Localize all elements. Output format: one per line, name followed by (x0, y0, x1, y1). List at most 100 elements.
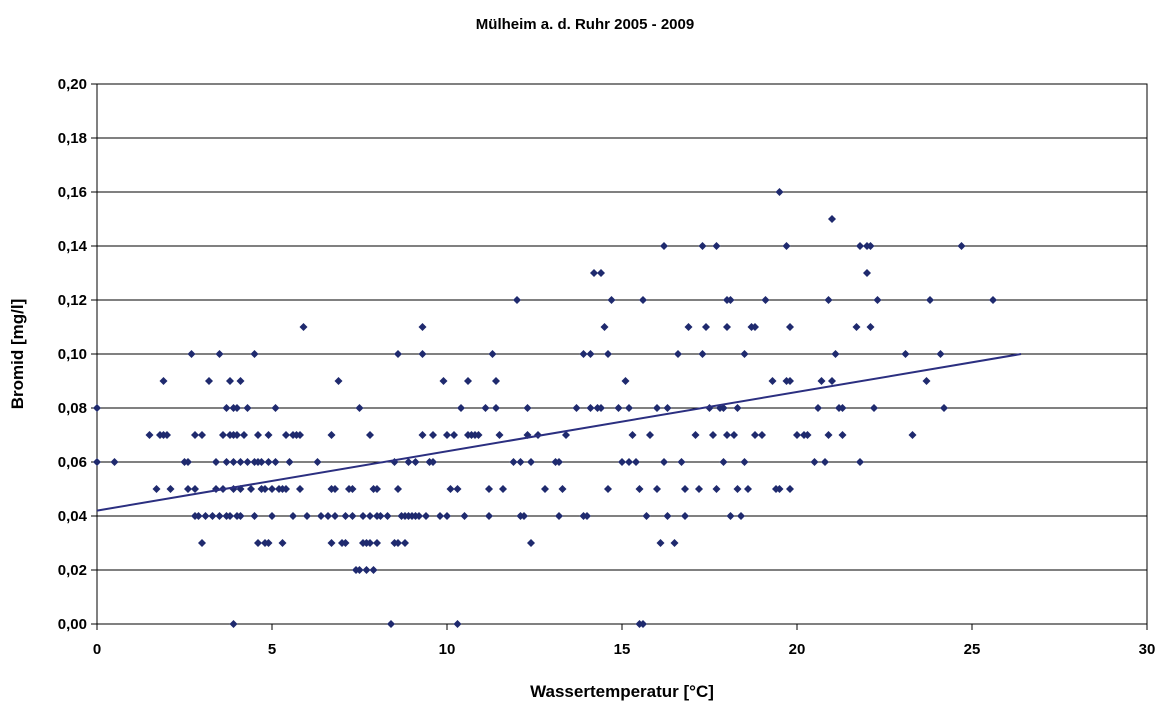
data-point (464, 377, 472, 385)
data-point (712, 242, 721, 250)
data-point (257, 458, 266, 466)
data-point (719, 458, 728, 466)
data-point (824, 431, 833, 439)
data-point (229, 458, 238, 466)
data-point (110, 458, 119, 466)
data-point (264, 539, 273, 547)
data-point (863, 269, 871, 277)
y-tick-label: 0,04 (58, 508, 88, 525)
data-point (208, 512, 217, 520)
x-tick-label: 15 (614, 641, 631, 658)
data-point (621, 377, 630, 385)
data-point (327, 539, 336, 547)
data-point (296, 431, 304, 439)
data-point (852, 323, 861, 331)
data-point (359, 512, 367, 520)
data-point (334, 377, 343, 385)
y-axis-label: Bromid [mg/l] (8, 299, 27, 410)
data-point (254, 539, 262, 547)
data-point (184, 485, 192, 493)
data-point (957, 242, 966, 250)
data-point (324, 512, 332, 520)
data-point (222, 458, 231, 466)
y-tick-label: 0,00 (58, 616, 87, 633)
data-point (786, 485, 794, 493)
data-point (751, 323, 759, 331)
data-point (387, 620, 395, 628)
x-tick-label: 30 (1139, 641, 1156, 658)
data-point (152, 485, 161, 493)
data-point (712, 485, 721, 493)
data-point (656, 539, 665, 547)
data-point (415, 512, 423, 520)
data-point (240, 431, 248, 439)
data-point (184, 458, 192, 466)
data-point (516, 458, 525, 466)
data-point (618, 458, 626, 466)
x-tick-label: 20 (789, 641, 806, 658)
y-tick-label: 0,12 (58, 292, 87, 309)
data-point (366, 431, 374, 439)
data-point (583, 512, 591, 520)
data-point (285, 458, 294, 466)
data-point (660, 242, 668, 250)
data-point (723, 323, 731, 331)
data-point (229, 620, 238, 628)
data-point (786, 377, 794, 385)
data-point (264, 458, 273, 466)
data-point (607, 296, 616, 304)
data-point (579, 350, 588, 358)
data-point (348, 512, 357, 520)
y-tick-label: 0,18 (58, 130, 87, 147)
data-point (509, 458, 518, 466)
data-point (492, 404, 500, 412)
data-point (163, 431, 171, 439)
data-point (93, 458, 101, 466)
data-point (691, 431, 700, 439)
data-point (639, 296, 647, 304)
data-point (663, 512, 672, 520)
data-point (418, 350, 427, 358)
data-point (695, 485, 703, 493)
data-point (674, 350, 682, 358)
data-point (782, 242, 791, 250)
data-point (198, 539, 206, 547)
data-point (828, 377, 836, 385)
data-point (348, 485, 357, 493)
data-point (642, 512, 651, 520)
data-point (271, 404, 280, 412)
data-point (366, 539, 374, 547)
data-point (513, 296, 521, 304)
data-point (873, 296, 882, 304)
data-point (212, 458, 220, 466)
data-point (355, 404, 364, 412)
data-point (198, 431, 206, 439)
data-point (684, 323, 693, 331)
data-point (761, 296, 770, 304)
data-point (191, 485, 199, 493)
data-point (201, 512, 210, 520)
data-point (394, 485, 402, 493)
data-point (653, 404, 661, 412)
data-point (460, 512, 469, 520)
data-point (313, 458, 322, 466)
data-point (215, 350, 224, 358)
data-point (443, 431, 451, 439)
y-tick-label: 0,10 (58, 346, 87, 363)
data-point (558, 485, 567, 493)
data-point (726, 512, 735, 520)
data-point (719, 404, 728, 412)
data-point (775, 188, 784, 196)
data-point (222, 404, 231, 412)
data-point (331, 512, 339, 520)
y-tick-labels: 0,00 0,02 0,04 0,06 0,08 0,10 0,12 0,14 0,16 0,18… (58, 76, 88, 633)
data-point (793, 431, 801, 439)
data-point (723, 431, 731, 439)
y-tick-label: 0,08 (58, 400, 87, 417)
data-point (901, 350, 910, 358)
data-point (289, 512, 297, 520)
data-point (572, 404, 581, 412)
data-point (600, 323, 609, 331)
data-point (422, 512, 430, 520)
data-point (828, 215, 836, 223)
